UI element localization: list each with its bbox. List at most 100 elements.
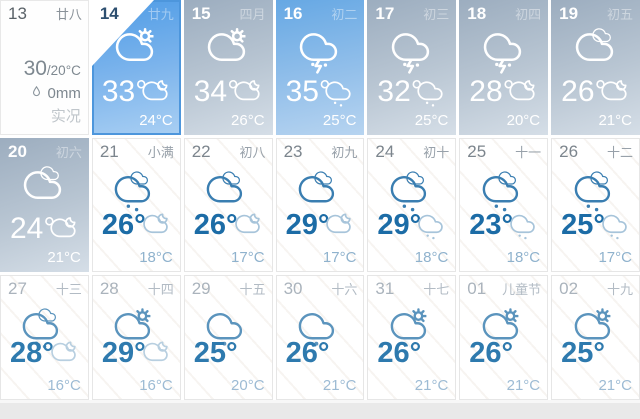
high-temp: 35° (285, 75, 331, 108)
low-temp: 26°C (231, 112, 265, 129)
calendar-cell-19[interactable]: 19 初五 26° 21°C (551, 0, 640, 135)
calendar-cell-13[interactable]: 13 廿八 30/20°C 0mm 实况 (0, 0, 89, 135)
calendar-cell-18[interactable]: 18 初四 28° 20°C (459, 0, 549, 135)
calendar-cell-27[interactable]: 27 十三 28° 16°C (0, 275, 89, 400)
low-temp: 20°C (506, 112, 541, 129)
weather-night-cloud-moon-icon (601, 78, 627, 109)
calendar-cell-30[interactable]: 30 十六 26° 21°C (275, 275, 365, 400)
weather-night-rain-small-icon (417, 78, 443, 109)
low-temp: 20°C (231, 377, 265, 394)
high-temp: 26° (193, 209, 238, 241)
lunar-label: 十二 (606, 145, 633, 160)
lunar-label: 初十 (423, 145, 450, 160)
calendar-cell-31[interactable]: 31 十七 26° 21°C (367, 275, 457, 400)
lunar-label: 十一 (515, 145, 542, 160)
weather-day-cloudy-icon (206, 170, 243, 216)
weather-night-cloud-moon-icon (50, 215, 76, 246)
calendar-cell-17[interactable]: 17 初三 32° 25°C (367, 0, 457, 135)
day-number: 30 (283, 279, 303, 298)
lunar-label: 十四 (147, 282, 174, 297)
weather-night-rain-small-icon (602, 211, 627, 242)
weather-day-thunderstorm-icon (299, 28, 338, 74)
weather-night-cloud-moon-icon (234, 211, 260, 242)
lunar-label: 廿八 (55, 7, 82, 22)
calendar-cell-21[interactable]: 21 小满 26° 18°C (91, 138, 181, 272)
live-report-label: 实况 (50, 108, 81, 125)
weather-day-rain-icon (574, 170, 610, 216)
low-temp: 21°C (506, 377, 541, 394)
weather-day-rain-icon (23, 307, 59, 353)
lunar-label: 初三 (423, 7, 450, 22)
weather-night-cloud-moon-icon (51, 339, 76, 370)
high-temp: 25° (193, 337, 238, 369)
weather-day-rain-icon (390, 170, 426, 216)
weather-night-cloud-moon-icon (142, 211, 168, 242)
lunar-label: 十七 (423, 282, 450, 297)
weather-night-rain-small-icon (510, 211, 535, 242)
today-corner-fold (91, 0, 154, 66)
calendar-cell-02[interactable]: 02 十九 25° 21°C (551, 275, 640, 400)
high-temp: 33° (101, 75, 148, 108)
lunar-label: 十三 (55, 282, 82, 297)
day-number: 29 (191, 279, 211, 298)
calendar-cell-20[interactable]: 20 初六 24° 21°C (0, 138, 89, 272)
weather-day-thunderstorm-icon (391, 28, 429, 74)
weather-day-cloudy-icon (575, 28, 613, 74)
calendar-cell-26[interactable]: 26 十二 25° 17°C (551, 138, 640, 272)
next-row-preview (0, 400, 640, 419)
weather-day-rain-icon (114, 170, 151, 216)
lunar-label: 初五 (606, 7, 633, 22)
day-number: 16 (283, 4, 303, 23)
high-temp: 29° (101, 337, 146, 369)
calendar-cell-14[interactable]: 14 廿九 33° 24°C (91, 0, 181, 135)
low-temp: 21°C (598, 377, 632, 394)
low-temp: 21°C (47, 249, 81, 266)
weather-day-rain-icon (482, 170, 518, 216)
calendar-cell-28[interactable]: 28 十四 29° 16°C (91, 275, 181, 400)
day-number: 23 (283, 142, 303, 161)
day-number: 02 (559, 279, 579, 298)
calendar-cell-25[interactable]: 25 十一 23° 18°C (459, 138, 549, 272)
calendar-cell-29[interactable]: 29 十五 25° 20°C (183, 275, 273, 400)
day-number: 19 (559, 4, 579, 23)
calendar-cell-01[interactable]: 01 儿童节 26° 21°C (459, 275, 549, 400)
high-temp: 26° (469, 337, 514, 369)
day-number: 22 (191, 142, 211, 161)
high-temp: 26° (101, 209, 146, 241)
calendar-cell-23[interactable]: 23 初九 29° 17°C (275, 138, 365, 272)
day-number: 24 (375, 142, 395, 161)
weather-night-rain-small-icon (418, 211, 443, 242)
day-number: 31 (375, 279, 395, 298)
weather-day-partly-sunny-icon (114, 307, 151, 353)
weather-day-light-rain-icon (206, 307, 243, 353)
weather-day-partly-sunny-icon (207, 28, 246, 74)
precip-value: 0mm (47, 85, 81, 102)
day-number: 26 (559, 142, 579, 161)
day-number: 15 (191, 4, 211, 23)
calendar-cell-16[interactable]: 16 初二 35° 25°C (275, 0, 365, 135)
day-number: 27 (8, 279, 27, 298)
weather-night-cloud-moon-icon (142, 339, 168, 370)
day-number: 20 (8, 142, 27, 161)
high-temp: 26° (285, 337, 330, 369)
day-number: 25 (467, 142, 487, 161)
low-temp: 17°C (322, 249, 357, 266)
lunar-label: 廿九 (147, 7, 174, 22)
calendar-cell-15[interactable]: 15 四月 34° 26°C (183, 0, 273, 135)
weather-day-partly-sunny-icon (482, 307, 519, 353)
lunar-label: 小满 (147, 145, 174, 160)
high-temp: 26° (377, 337, 422, 369)
high-temp: 29° (285, 209, 330, 241)
high-temp: 24° (10, 212, 56, 245)
lunar-label: 十六 (331, 282, 358, 297)
lunar-label: 儿童节 (502, 282, 542, 297)
low-temp: 25°C (414, 112, 449, 129)
low-temp: 17°C (231, 249, 265, 266)
low-temp: 18°C (139, 249, 173, 266)
high-temp: 25° (561, 337, 605, 369)
droplet-icon (31, 85, 42, 102)
calendar-cell-24[interactable]: 24 初十 29° 18°C (367, 138, 457, 272)
calendar-cell-22[interactable]: 22 初八 26° 17°C (183, 138, 273, 272)
high-temp: 28° (469, 75, 515, 108)
reported-high-low: 30/20°C (24, 58, 81, 79)
